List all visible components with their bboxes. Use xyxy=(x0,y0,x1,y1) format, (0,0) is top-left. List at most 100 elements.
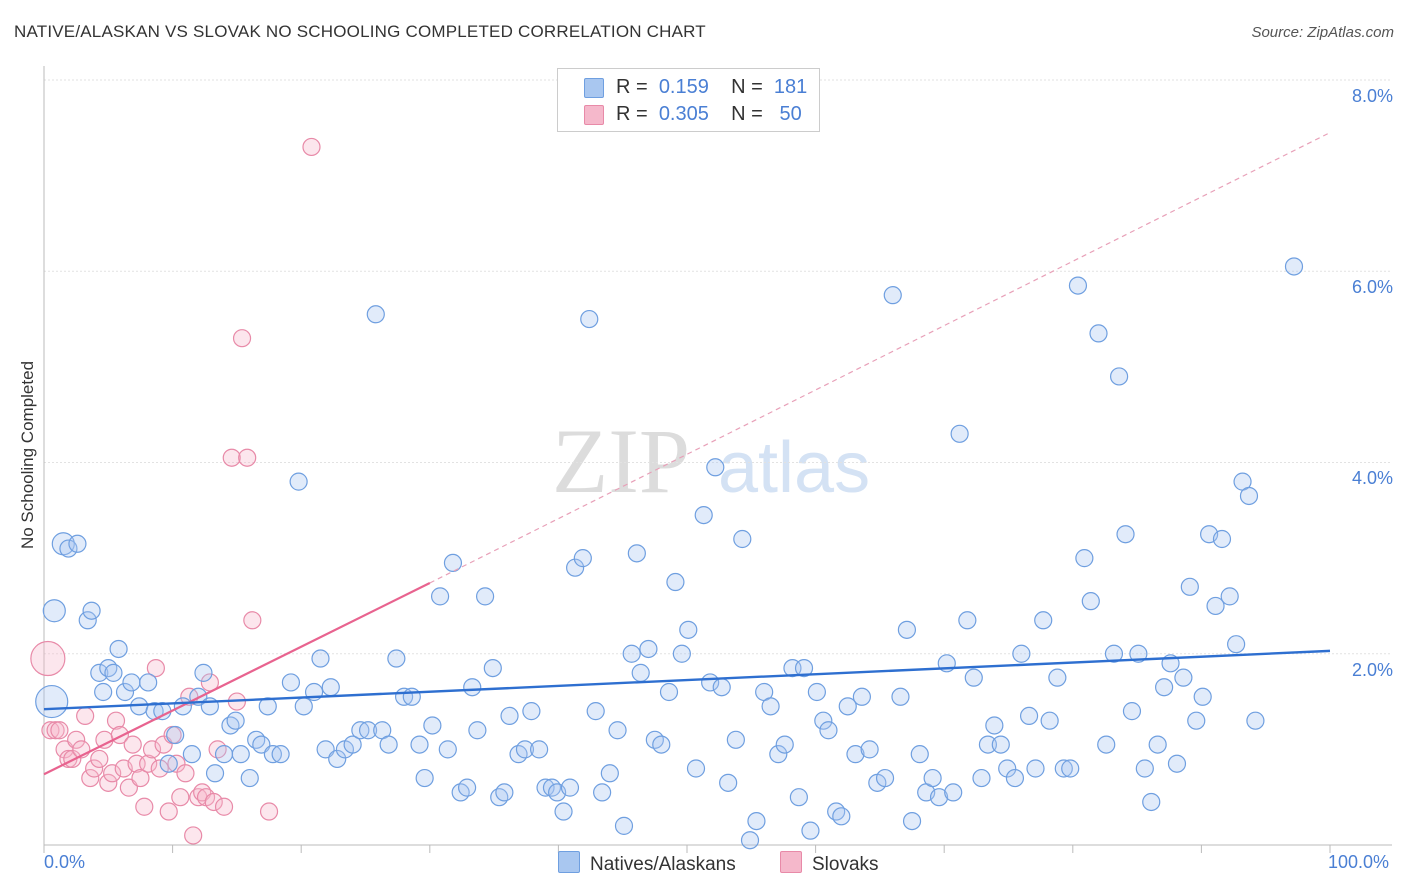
native-point xyxy=(852,687,871,706)
native-point xyxy=(226,711,245,730)
native-point xyxy=(328,749,347,769)
y-tick-label-2: 2.0% xyxy=(1351,660,1393,680)
native-point xyxy=(109,639,128,659)
native-point xyxy=(1187,711,1206,730)
native-point xyxy=(1220,587,1239,606)
native-point xyxy=(978,735,998,754)
bottom-legend-natives: Natives/Alaskans xyxy=(558,851,736,876)
native-point xyxy=(950,424,969,443)
native-point xyxy=(387,649,406,668)
slovak-point xyxy=(90,749,109,769)
native-point xyxy=(104,663,123,682)
native-point xyxy=(321,678,340,697)
native-point xyxy=(90,663,109,682)
native-point xyxy=(593,783,612,802)
native-point xyxy=(1122,702,1142,721)
native-point xyxy=(194,663,213,682)
native-point xyxy=(679,620,698,639)
native-point xyxy=(1075,549,1094,568)
legend-r-label: R = xyxy=(616,76,648,98)
slovak-trend-line xyxy=(43,582,431,776)
slovak-point xyxy=(184,826,203,845)
native-point xyxy=(627,544,646,563)
source-label: Source: ZipAtlas.com xyxy=(1251,24,1394,41)
native-point xyxy=(672,644,691,663)
native-point xyxy=(35,684,69,719)
native-point xyxy=(263,745,283,764)
legend-n-value-slovaks: 50 xyxy=(779,103,802,125)
slovak-point xyxy=(139,754,158,773)
native-point xyxy=(457,778,477,797)
native-point xyxy=(1174,668,1193,687)
slovak-point xyxy=(30,640,66,677)
native-point xyxy=(78,611,97,630)
legend-n-value-natives: 181 xyxy=(773,76,808,98)
native-point xyxy=(351,721,370,740)
native-point xyxy=(500,706,519,726)
watermark-zip: ZIP xyxy=(552,410,690,512)
slovak-point xyxy=(238,448,257,467)
legend-r-label: R = xyxy=(616,103,648,125)
native-point xyxy=(902,811,922,831)
native-point xyxy=(358,721,378,740)
native-point xyxy=(475,587,495,606)
native-point xyxy=(985,716,1004,735)
native-point xyxy=(814,711,833,730)
native-point xyxy=(366,305,385,324)
watermark-atlas: atlas xyxy=(718,428,870,508)
native-point xyxy=(600,764,619,783)
native-point xyxy=(694,505,713,525)
native-point xyxy=(495,783,514,802)
native-point xyxy=(1089,324,1108,343)
slovak-point xyxy=(46,721,65,740)
native-point xyxy=(343,735,362,754)
bottom-legend-label-natives: Natives/Alaskans xyxy=(590,854,736,875)
native-point xyxy=(897,620,917,639)
native-point xyxy=(294,697,313,716)
native-point xyxy=(1193,687,1212,706)
native-point xyxy=(240,768,259,788)
native-point xyxy=(402,687,421,706)
native-trend-line xyxy=(43,649,1331,711)
native-point xyxy=(139,673,158,692)
legend-r-value-slovaks: 0.305 xyxy=(658,103,709,125)
native-point xyxy=(530,740,549,759)
native-point xyxy=(1081,592,1100,611)
native-point xyxy=(659,682,679,702)
slovak-point xyxy=(204,792,223,812)
slovak-trend-extension xyxy=(429,132,1331,584)
slovak-point xyxy=(95,730,114,749)
native-point xyxy=(991,735,1010,754)
legend: R = 0.159 N = 181 R = 0.305 N = 50 xyxy=(557,68,820,132)
native-point xyxy=(1040,711,1059,730)
native-point xyxy=(1026,759,1045,778)
native-point xyxy=(846,745,865,764)
native-point xyxy=(1142,792,1161,812)
native-point xyxy=(1116,525,1135,544)
native-point xyxy=(838,697,857,716)
native-point xyxy=(1012,644,1031,663)
native-point xyxy=(1155,678,1174,697)
native-point xyxy=(182,745,201,764)
native-point xyxy=(82,601,101,620)
native-point xyxy=(271,745,290,764)
x-tick-label-0: 0.0% xyxy=(44,852,86,872)
native-point xyxy=(94,682,113,702)
native-point xyxy=(775,735,794,754)
slovak-point xyxy=(232,329,252,348)
native-point xyxy=(1048,668,1067,687)
native-point xyxy=(115,682,135,702)
legend-r-value-natives: 0.159 xyxy=(658,76,709,98)
native-point xyxy=(608,721,627,740)
native-point xyxy=(958,611,977,630)
native-point xyxy=(972,768,991,788)
native-point xyxy=(622,644,641,663)
native-point xyxy=(586,702,605,721)
slovak-point xyxy=(123,735,142,754)
native-point xyxy=(415,768,434,788)
native-point xyxy=(580,309,599,329)
native-point xyxy=(794,658,814,678)
legend-n-label: N = xyxy=(731,103,763,125)
slovak-point xyxy=(150,759,169,778)
